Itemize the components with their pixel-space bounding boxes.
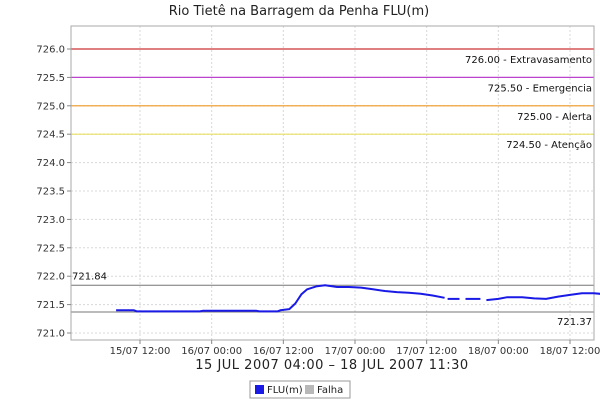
y-tick-label: 721.5 — [36, 300, 65, 311]
range-line-label-min: 721.37 — [557, 317, 592, 328]
x-tick-label: 15/07 12:00 — [110, 346, 171, 357]
range-lines-layer: 721.84 721.37 — [71, 271, 594, 328]
reference-line-label: 724.50 - Atenção — [506, 140, 592, 151]
reference-line-label: 725.00 - Alerta — [517, 112, 592, 123]
legend-label-flu: FLU(m) — [267, 385, 303, 396]
x-tick-label: 17/07 00:00 — [325, 346, 386, 357]
series-layer — [116, 284, 600, 313]
y-axis-ticks: 721.0 721.5 722.0 722.5 723.0 723.5 724.0 724.5… — [36, 45, 71, 340]
x-tick-label: 18/07 00:00 — [468, 346, 529, 357]
series-line-segment — [116, 284, 445, 313]
y-tick-label: 724.0 — [36, 158, 65, 169]
reference-lines-layer: 726.00 - Extravasamento 725.50 - Emergenc… — [71, 48, 594, 151]
y-tick-label: 725.5 — [36, 73, 65, 84]
legend-swatch-flu — [255, 385, 264, 394]
legend-swatch-falha — [305, 385, 314, 394]
x-tick-label: 17/07 12:00 — [396, 346, 457, 357]
y-tick-label: 721.0 — [36, 329, 65, 340]
range-line-label-max: 721.84 — [72, 271, 107, 282]
reference-line-label: 726.00 - Extravasamento — [465, 55, 592, 66]
reference-line-label: 725.50 - Emergencia — [488, 83, 592, 94]
series-line-segment — [486, 292, 600, 302]
y-tick-label: 726.0 — [36, 45, 65, 56]
legend: FLU(m) Falha — [249, 380, 351, 399]
y-tick-label: 722.5 — [36, 243, 65, 254]
x-tick-label: 16/07 12:00 — [253, 346, 314, 357]
y-tick-label: 722.0 — [36, 272, 65, 283]
x-tick-label: 18/07 12:00 — [540, 346, 600, 357]
legend-box — [249, 380, 351, 399]
y-tick-label: 724.5 — [36, 130, 65, 141]
x-axis-ticks: 15/07 12:00 16/07 00:00 16/07 12:00 17/07 0… — [110, 340, 600, 357]
y-tick-label: 725.0 — [36, 101, 65, 112]
x-axis-range-label: 15 JUL 2007 04:00 – 18 JUL 2007 11:30 — [195, 358, 468, 373]
plot-frame — [70, 25, 595, 341]
legend-label-falha: Falha — [317, 385, 343, 396]
y-tick-label: 723.0 — [36, 215, 65, 226]
x-tick-label: 16/07 00:00 — [181, 346, 242, 357]
grid-layer — [71, 26, 594, 340]
y-tick-label: 723.5 — [36, 187, 65, 198]
chart-title: Rio Tietê na Barragem da Penha FLU(m) — [169, 4, 430, 19]
